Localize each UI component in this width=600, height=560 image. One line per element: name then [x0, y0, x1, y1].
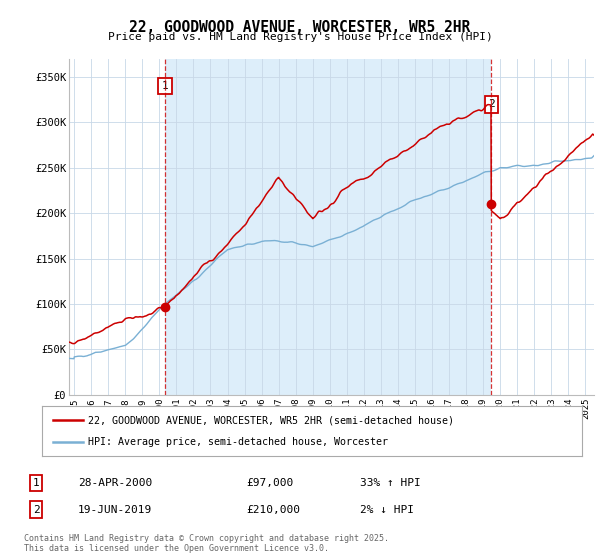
Text: 2% ↓ HPI: 2% ↓ HPI	[360, 505, 414, 515]
Text: 33% ↑ HPI: 33% ↑ HPI	[360, 478, 421, 488]
Text: Contains HM Land Registry data © Crown copyright and database right 2025.
This d: Contains HM Land Registry data © Crown c…	[24, 534, 389, 553]
Bar	[165, 59, 491, 395]
Text: 1: 1	[161, 81, 169, 91]
Text: 22, GOODWOOD AVENUE, WORCESTER, WR5 2HR (semi-detached house): 22, GOODWOOD AVENUE, WORCESTER, WR5 2HR …	[88, 415, 454, 425]
Text: 22, GOODWOOD AVENUE, WORCESTER, WR5 2HR: 22, GOODWOOD AVENUE, WORCESTER, WR5 2HR	[130, 20, 470, 35]
Text: Price paid vs. HM Land Registry's House Price Index (HPI): Price paid vs. HM Land Registry's House …	[107, 32, 493, 43]
Text: 28-APR-2000: 28-APR-2000	[78, 478, 152, 488]
Text: HPI: Average price, semi-detached house, Worcester: HPI: Average price, semi-detached house,…	[88, 437, 388, 447]
Bar	[165, 59, 491, 395]
Text: 2: 2	[488, 99, 494, 109]
Text: £210,000: £210,000	[246, 505, 300, 515]
Text: 2: 2	[32, 505, 40, 515]
Text: £97,000: £97,000	[246, 478, 293, 488]
Text: 1: 1	[32, 478, 40, 488]
Text: 19-JUN-2019: 19-JUN-2019	[78, 505, 152, 515]
